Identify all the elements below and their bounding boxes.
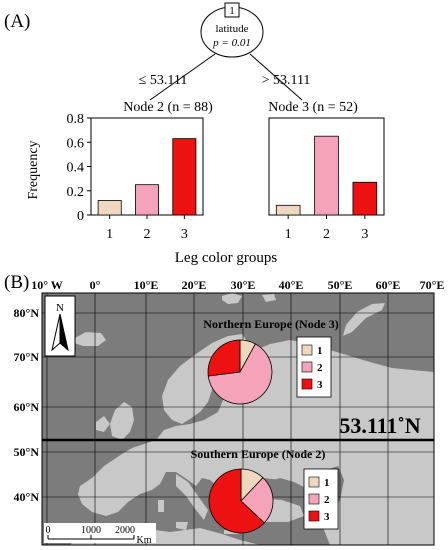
legend-swatch-group-2	[308, 493, 320, 505]
lat-label: 50°N	[14, 445, 40, 459]
lon-label: 60°E	[376, 278, 401, 292]
legend-label-group-3: 3	[317, 379, 323, 391]
map-coordinate-labels: 10° W 0° 10°E 20°E 30°E 40°E 50°E 60°E 70°E 80°N 7…	[14, 278, 445, 504]
lon-label: 30°E	[231, 278, 256, 292]
pie-slice-group-2	[207, 343, 273, 405]
pie-north-title: Northern Europe (Node 3)	[203, 317, 338, 331]
pie-south-legend: 1 2 3	[303, 468, 339, 530]
bar-chart-node3-title: Node 3 (n = 52)	[268, 100, 358, 115]
legend-label-group-2: 2	[324, 494, 330, 506]
bar-group-2	[314, 135, 339, 216]
lon-label: 40°E	[279, 278, 304, 292]
tree-node-id-box	[224, 2, 240, 18]
y-tick-label: 0.4	[67, 161, 85, 176]
y-tick-label: 0.6	[67, 136, 85, 151]
scale-unit: Km	[137, 535, 152, 546]
scale-bar-background	[44, 523, 156, 543]
legend-label-group-2: 2	[317, 362, 323, 374]
lat-label: 40°N	[14, 490, 40, 504]
legend-swatch-group-3	[308, 510, 320, 522]
north-arrow-right-half-icon	[59, 313, 69, 352]
tree-node: 1 latitude p = 0.01	[200, 2, 264, 58]
x-tick-label: 3	[181, 227, 188, 242]
pie-slice-group-2	[240, 477, 274, 524]
legend-label-group-1: 1	[317, 345, 323, 357]
x-tick-label: 1	[106, 227, 113, 242]
panel-a-label: (A)	[4, 11, 30, 32]
bar-chart-node3: Node 3 (n = 52) 1 2 3	[268, 100, 385, 242]
latitude-divider-label: 53.111˚N	[339, 413, 420, 438]
legend-label-group-3: 3	[324, 511, 330, 523]
tree-node-id: 1	[229, 5, 235, 17]
tree-edge-left	[149, 53, 216, 101]
x-tick-label: 1	[285, 227, 292, 242]
tree-edge-right	[249, 53, 303, 101]
scale-label-2000: 2000	[115, 525, 135, 536]
x-tick-label: 3	[361, 227, 368, 242]
tree-split-variable: latitude	[216, 23, 249, 35]
bar-group-3	[172, 138, 197, 216]
north-arrow: N	[44, 295, 76, 357]
pie-chart-south	[208, 468, 274, 534]
lat-label: 80°N	[14, 306, 40, 320]
lon-label: 50°E	[328, 278, 353, 292]
legend-swatch-group-1	[301, 344, 313, 356]
y-tick-label: 0.8	[67, 112, 85, 127]
bar-group-1	[97, 200, 122, 216]
legend-swatch-group-3	[301, 378, 313, 390]
lon-label: 0°	[90, 278, 101, 292]
scale-label-1000: 1000	[81, 525, 101, 536]
x-tick-label: 2	[144, 227, 151, 242]
pie-slice-group-3	[207, 339, 241, 377]
europe-map: 10° W 0° 10°E 20°E 30°E 40°E 50°E 60°E 70°E 80°N 7…	[14, 278, 445, 546]
map-frame	[41, 292, 435, 546]
bar-group-2	[135, 184, 159, 216]
tree-p-value: p = 0.01	[212, 37, 251, 49]
lat-label: 60°N	[14, 400, 40, 414]
pie-chart-north	[207, 339, 273, 405]
y-axis-label: Frequency	[26, 140, 41, 199]
pie-slice-group-3	[208, 468, 265, 534]
pie-south-title: Southern Europe (Node 2)	[191, 447, 326, 461]
x-axis-label: Leg color groups	[175, 250, 278, 266]
panel-b-label: (B)	[4, 272, 29, 293]
y-tick-label: 0	[77, 209, 84, 224]
lon-label: 10°E	[134, 278, 159, 292]
lat-label: 70°N	[14, 350, 40, 364]
lon-label: 10° W	[31, 278, 63, 292]
tree-edge-right-label: > 53.111	[262, 73, 311, 88]
y-tick-label: 0.2	[67, 185, 85, 200]
lon-label: 20°E	[182, 278, 207, 292]
scale-label-0: 0	[46, 525, 51, 536]
bar-chart-node2-title: Node 2 (n = 88)	[123, 100, 213, 115]
lon-label: 70°E	[420, 278, 445, 292]
north-label: N	[56, 302, 64, 314]
legend-label-group-1: 1	[324, 477, 330, 489]
tree-edge-left-label: ≤ 53.111	[139, 73, 188, 88]
legend-swatch-group-2	[301, 361, 313, 373]
x-tick-label: 2	[323, 227, 330, 242]
bar-group-3	[352, 181, 378, 216]
legend-swatch-group-1	[308, 476, 320, 488]
scale-bar: 0 1000 2000 Km	[44, 523, 156, 546]
bar-chart-node2: Node 2 (n = 88) Frequency 0 0.2 0.4 0.6 0.8 1…	[26, 100, 213, 242]
bar-group-1	[275, 204, 301, 216]
pie-north-legend: 1 2 3	[296, 336, 332, 398]
